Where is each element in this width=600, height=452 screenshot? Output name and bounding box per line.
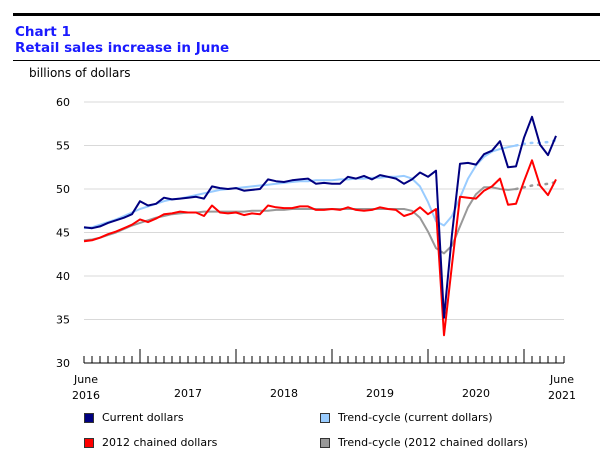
x-end-month-label: June — [549, 373, 574, 386]
legend-item-current-dollars: Current dollars — [84, 411, 184, 424]
x-year-label: 2020 — [462, 387, 490, 400]
x-year-label: 2018 — [270, 387, 298, 400]
chart-title: Retail sales increase in June — [15, 40, 230, 56]
legend-label: Trend-cycle (current dollars) — [338, 411, 493, 424]
series-line-0 — [83, 115, 557, 319]
y-axis-unit-label: billions of dollars — [29, 66, 131, 80]
legend-item-chained-dollars: 2012 chained dollars — [84, 436, 217, 449]
y-tick-label: 60 — [56, 96, 70, 109]
legend-label: Trend-cycle (2012 chained dollars) — [338, 436, 528, 449]
y-tick-label: 50 — [56, 183, 70, 196]
x-end-year-label: 2021 — [548, 389, 576, 402]
legend-label: 2012 chained dollars — [102, 436, 218, 449]
legend-label: Current dollars — [102, 411, 184, 424]
series-line-1 — [83, 144, 517, 230]
legend-swatch-light-blue — [320, 412, 330, 423]
legend-swatch-navy — [84, 412, 94, 423]
legend-swatch-red — [84, 437, 94, 448]
x-year-label: 2019 — [366, 387, 394, 400]
y-tick-label: 40 — [56, 270, 70, 283]
chart-number: Chart 1 — [15, 24, 71, 40]
x-start-year-label: 2016 — [72, 389, 100, 402]
title-block: Chart 1 Retail sales increase in June — [15, 24, 229, 56]
y-tick-label: 30 — [56, 357, 70, 370]
y-tick-label: 45 — [56, 227, 70, 240]
top-rule — [13, 13, 600, 16]
series-line-2 — [83, 159, 557, 337]
y-tick-label: 35 — [56, 314, 70, 327]
y-tick-label: 55 — [56, 140, 70, 153]
legend-swatch-grey — [320, 437, 330, 448]
x-start-month-label: June — [73, 373, 98, 386]
legend-item-trend-chained: Trend-cycle (2012 chained dollars) — [320, 436, 528, 449]
legend-item-trend-current: Trend-cycle (current dollars) — [320, 411, 493, 424]
x-year-label: 2017 — [174, 387, 202, 400]
title-divider — [13, 60, 600, 61]
